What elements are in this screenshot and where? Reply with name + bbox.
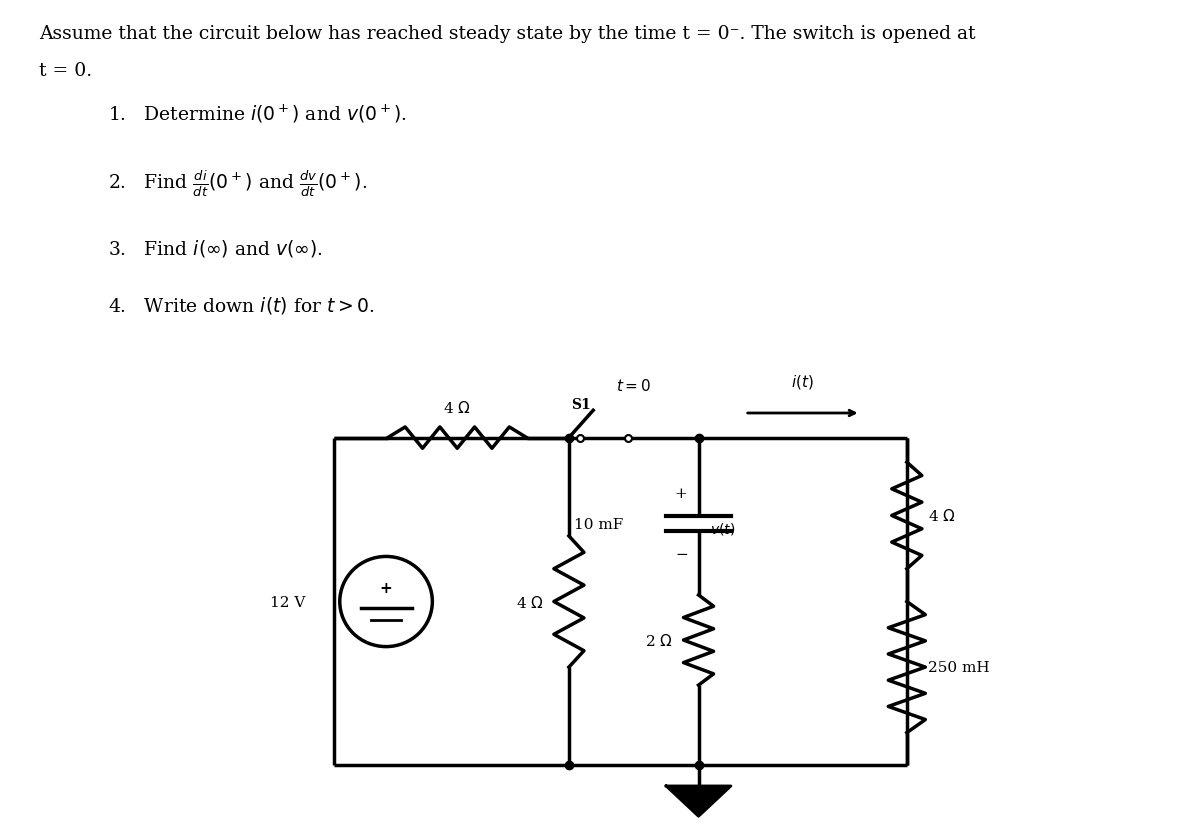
Text: 4 $\Omega$: 4 $\Omega$ xyxy=(928,508,955,523)
Text: S1: S1 xyxy=(571,398,590,412)
Text: 4.   Write down $i(t)$ for $t > 0$.: 4. Write down $i(t)$ for $t > 0$. xyxy=(108,294,376,316)
Text: $-$: $-$ xyxy=(674,546,688,560)
Text: 2.   Find $\frac{di}{dt}(0^+)$ and $\frac{dv}{dt}(0^+)$.: 2. Find $\frac{di}{dt}(0^+)$ and $\frac{… xyxy=(108,168,367,198)
Text: $v(t)$: $v(t)$ xyxy=(710,520,736,536)
Text: 12 V: 12 V xyxy=(270,595,305,609)
Text: t = 0.: t = 0. xyxy=(38,61,92,79)
Text: +: + xyxy=(379,580,392,595)
Text: $i(t)$: $i(t)$ xyxy=(791,373,814,390)
Text: 10 mF: 10 mF xyxy=(574,517,623,531)
Text: 250 mH: 250 mH xyxy=(928,660,989,674)
Text: 3.   Find $i(\infty)$ and $v(\infty)$.: 3. Find $i(\infty)$ and $v(\infty)$. xyxy=(108,237,323,259)
Text: +: + xyxy=(674,486,688,500)
Polygon shape xyxy=(666,786,731,816)
Text: $t = 0$: $t = 0$ xyxy=(616,377,652,393)
Text: 1.   Determine $i(0^+)$ and $v(0^+)$.: 1. Determine $i(0^+)$ and $v(0^+)$. xyxy=(108,103,407,125)
Text: Assume that the circuit below has reached steady state by the time t = 0⁻. The s: Assume that the circuit below has reache… xyxy=(38,25,976,43)
Text: 4 $\Omega$: 4 $\Omega$ xyxy=(443,399,472,415)
Text: 2 $\Omega$: 2 $\Omega$ xyxy=(646,633,673,648)
Text: 4 $\Omega$: 4 $\Omega$ xyxy=(516,594,544,609)
